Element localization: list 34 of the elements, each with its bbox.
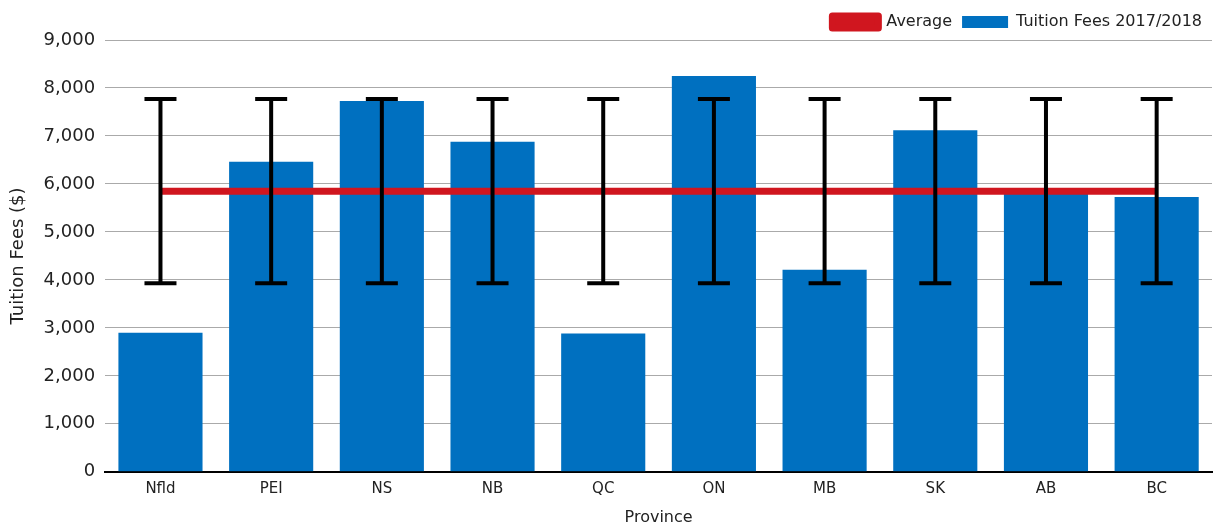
y-tick-label: 5,000 — [43, 219, 96, 241]
y-tick-label: 8,000 — [43, 75, 96, 97]
y-tick-label: 7,000 — [43, 123, 96, 145]
bar — [229, 161, 314, 472]
y-tick-label: 4,000 — [43, 267, 96, 289]
x-tick-label: NS — [371, 478, 393, 497]
bar — [118, 332, 203, 472]
bar — [1003, 194, 1089, 472]
legend-label: Tuition Fees 2017/2018 — [1015, 11, 1203, 31]
x-axis-title: Province — [624, 506, 693, 526]
x-tick-label: ON — [702, 478, 726, 497]
x-tick-label: MB — [812, 478, 837, 497]
y-tick-label: 6,000 — [43, 171, 96, 193]
bar — [1114, 196, 1199, 472]
x-tick-label: SK — [925, 478, 947, 497]
legend-label: Average — [886, 11, 953, 31]
bar — [561, 333, 646, 472]
bar — [893, 130, 978, 472]
bar — [782, 269, 867, 472]
x-tick-label: PEI — [259, 478, 283, 497]
y-tick-label: 1,000 — [43, 411, 96, 433]
y-axis-title: Tuition Fees ($) — [6, 187, 28, 326]
bar — [671, 75, 756, 472]
x-tick-label: Nfld — [145, 478, 176, 497]
y-tick-label: 3,000 — [43, 315, 96, 337]
x-tick-label: BC — [1146, 478, 1167, 497]
y-tick-label: 2,000 — [43, 363, 96, 385]
y-tick-label: 0 — [83, 459, 96, 481]
y-tick-label: 9,000 — [43, 27, 96, 49]
x-tick-label: NB — [481, 478, 504, 497]
x-tick-label: AB — [1035, 478, 1057, 497]
bar — [339, 100, 424, 472]
x-tick-label: QC — [592, 478, 615, 497]
bar — [450, 141, 535, 472]
